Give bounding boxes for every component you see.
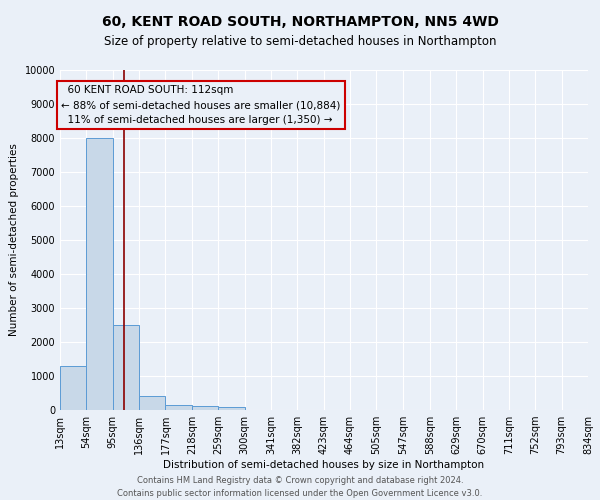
- X-axis label: Distribution of semi-detached houses by size in Northampton: Distribution of semi-detached houses by …: [163, 460, 485, 470]
- Bar: [113, 325, 139, 410]
- Bar: [60, 366, 86, 410]
- Text: 60, KENT ROAD SOUTH, NORTHAMPTON, NN5 4WD: 60, KENT ROAD SOUTH, NORTHAMPTON, NN5 4W…: [101, 15, 499, 29]
- Text: 60 KENT ROAD SOUTH: 112sqm  
← 88% of semi-detached houses are smaller (10,884)
: 60 KENT ROAD SOUTH: 112sqm ← 88% of semi…: [61, 86, 341, 125]
- Bar: [166, 405, 192, 410]
- Bar: [192, 406, 218, 410]
- Bar: [218, 406, 245, 410]
- Text: Contains HM Land Registry data © Crown copyright and database right 2024.
Contai: Contains HM Land Registry data © Crown c…: [118, 476, 482, 498]
- Bar: [139, 396, 166, 410]
- Bar: [86, 138, 113, 410]
- Text: Size of property relative to semi-detached houses in Northampton: Size of property relative to semi-detach…: [104, 35, 496, 48]
- Y-axis label: Number of semi-detached properties: Number of semi-detached properties: [9, 144, 19, 336]
